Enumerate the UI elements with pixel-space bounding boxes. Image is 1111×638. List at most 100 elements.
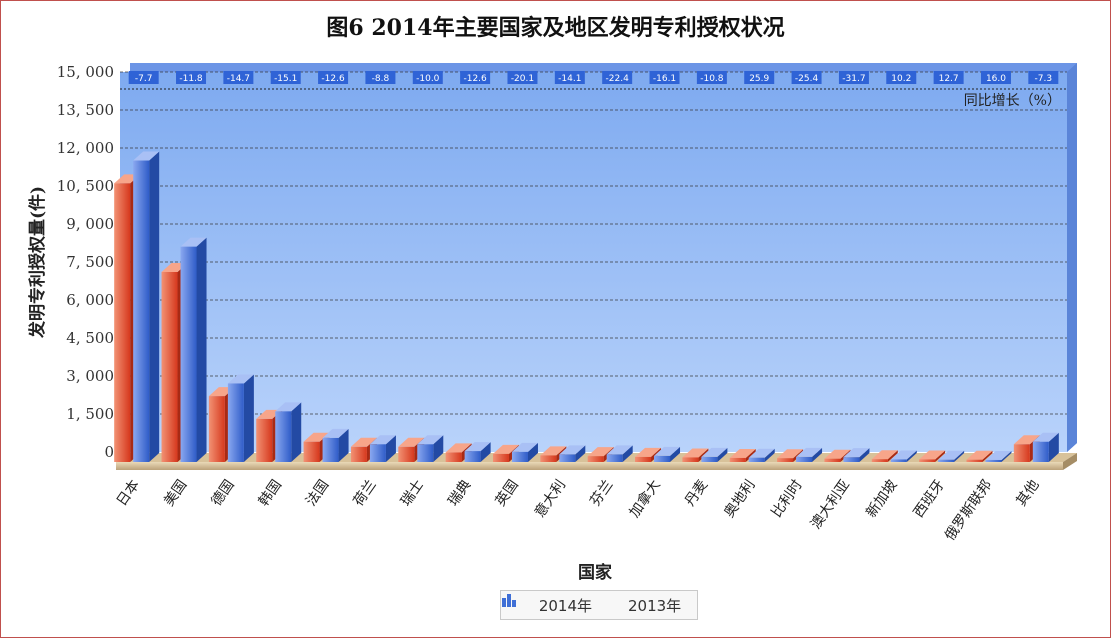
bar-side bbox=[935, 450, 946, 462]
bar-2013 bbox=[369, 444, 386, 462]
floor-side bbox=[1063, 453, 1077, 470]
growth-value: -22.4 bbox=[606, 74, 630, 84]
growth-value: -31.7 bbox=[842, 74, 865, 84]
bar-side bbox=[812, 447, 823, 462]
legend: 2014年 2013年 bbox=[500, 590, 698, 620]
bar-top bbox=[369, 435, 396, 445]
bar-top bbox=[492, 444, 519, 454]
x-tick-label: 加拿大 bbox=[626, 477, 664, 521]
bar-top bbox=[654, 446, 681, 456]
growth-value: -20.1 bbox=[511, 74, 534, 84]
x-tick-label: 比利时 bbox=[769, 477, 806, 521]
plot-side-wall bbox=[1067, 63, 1077, 452]
growth-value: 12.7 bbox=[939, 74, 959, 84]
bar-2014 bbox=[635, 456, 652, 462]
x-tick-label: 英国 bbox=[492, 477, 522, 510]
bar-top bbox=[796, 447, 823, 457]
x-tick-label: 瑞典 bbox=[445, 477, 474, 509]
bar-2014 bbox=[540, 455, 557, 462]
bar-2014 bbox=[587, 456, 604, 462]
bar-side bbox=[149, 151, 160, 463]
bar-top bbox=[322, 428, 349, 438]
y-tick-label: 12, 000 bbox=[57, 139, 114, 157]
bar-top bbox=[587, 447, 614, 457]
growth-badge bbox=[933, 71, 964, 84]
growth-badge bbox=[980, 71, 1011, 84]
bar-top bbox=[985, 450, 1012, 460]
bar-top bbox=[938, 450, 965, 460]
growth-value: -8.8 bbox=[372, 74, 390, 84]
growth-value: -25.4 bbox=[795, 74, 819, 84]
bar-top bbox=[1013, 435, 1040, 445]
x-tick-label: 韩国 bbox=[256, 477, 285, 509]
bar-top bbox=[464, 442, 491, 452]
bar-2013 bbox=[654, 455, 671, 462]
bar-side bbox=[745, 448, 756, 462]
growth-value: -7.3 bbox=[1035, 74, 1053, 84]
bar-2014 bbox=[350, 446, 367, 462]
growth-badge bbox=[602, 71, 633, 84]
bar-top bbox=[871, 450, 898, 460]
bar-top bbox=[824, 449, 851, 459]
growth-badge bbox=[886, 71, 917, 84]
bar-2014 bbox=[824, 458, 841, 462]
x-tick-label: 新加坡 bbox=[863, 477, 900, 521]
growth-badge bbox=[270, 71, 301, 84]
bar-top bbox=[919, 450, 946, 460]
bar-chart-icon bbox=[502, 594, 533, 613]
y-tick-label: 7, 500 bbox=[66, 253, 114, 271]
growth-value: -12.6 bbox=[463, 74, 487, 84]
bar-2014 bbox=[303, 441, 320, 462]
bar-top bbox=[275, 402, 302, 412]
bar-2013 bbox=[890, 459, 907, 462]
growth-badge bbox=[649, 71, 680, 84]
bar-top bbox=[350, 437, 377, 447]
x-tick-label: 奥地利 bbox=[720, 477, 758, 521]
growth-value: -11.8 bbox=[179, 74, 203, 84]
growth-badge bbox=[176, 71, 207, 84]
growth-value: -16.1 bbox=[653, 74, 676, 84]
bar-side bbox=[385, 435, 396, 462]
bar-2013 bbox=[417, 444, 434, 462]
bar-2013 bbox=[559, 454, 576, 462]
growth-value: -10.0 bbox=[416, 74, 440, 84]
x-tick-label: 俄罗斯联邦 bbox=[942, 477, 995, 544]
bar-2013 bbox=[701, 456, 718, 462]
chart-title: 图6 2014年主要国家及地区发明专利授权状况 bbox=[326, 15, 785, 41]
x-tick-label: 日本 bbox=[114, 477, 143, 509]
bar-top bbox=[729, 448, 756, 458]
y-tick-label: 15, 000 bbox=[57, 63, 114, 81]
y-axis-title: 发明专利授权量(件) bbox=[27, 186, 48, 339]
bar-top bbox=[417, 435, 444, 445]
bar-2014 bbox=[114, 183, 131, 463]
bar-2014 bbox=[871, 459, 888, 462]
bar-side bbox=[622, 445, 633, 462]
floor-front bbox=[116, 462, 1063, 470]
growth-badge bbox=[460, 71, 491, 84]
bar-side bbox=[717, 447, 728, 462]
x-tick-label: 德国 bbox=[208, 477, 237, 509]
bar-side bbox=[480, 442, 491, 462]
bar-side bbox=[954, 450, 965, 462]
growth-badge bbox=[1028, 71, 1059, 84]
bar-2014 bbox=[1013, 444, 1030, 462]
growth-badge bbox=[696, 71, 727, 84]
bar-2014 bbox=[398, 446, 415, 462]
bar-top bbox=[559, 445, 586, 455]
x-tick-label: 西班牙 bbox=[911, 477, 948, 521]
x-tick-label: 芬兰 bbox=[587, 477, 616, 509]
growth-axis-label: 同比增长（%） bbox=[964, 93, 1061, 109]
growth-badge bbox=[365, 71, 396, 84]
bar-2013 bbox=[796, 456, 813, 462]
growth-badge bbox=[791, 71, 822, 84]
legend-label-2013: 2013年 bbox=[628, 596, 682, 615]
bar-top bbox=[843, 448, 870, 458]
bar-2013 bbox=[133, 160, 150, 463]
x-tick-label: 瑞士 bbox=[398, 477, 427, 509]
growth-badge bbox=[554, 71, 585, 84]
y-tick-label: 1, 500 bbox=[66, 405, 114, 423]
bar-2013 bbox=[985, 459, 1002, 462]
bar-2013 bbox=[748, 457, 765, 462]
growth-value: -7.7 bbox=[135, 74, 153, 84]
